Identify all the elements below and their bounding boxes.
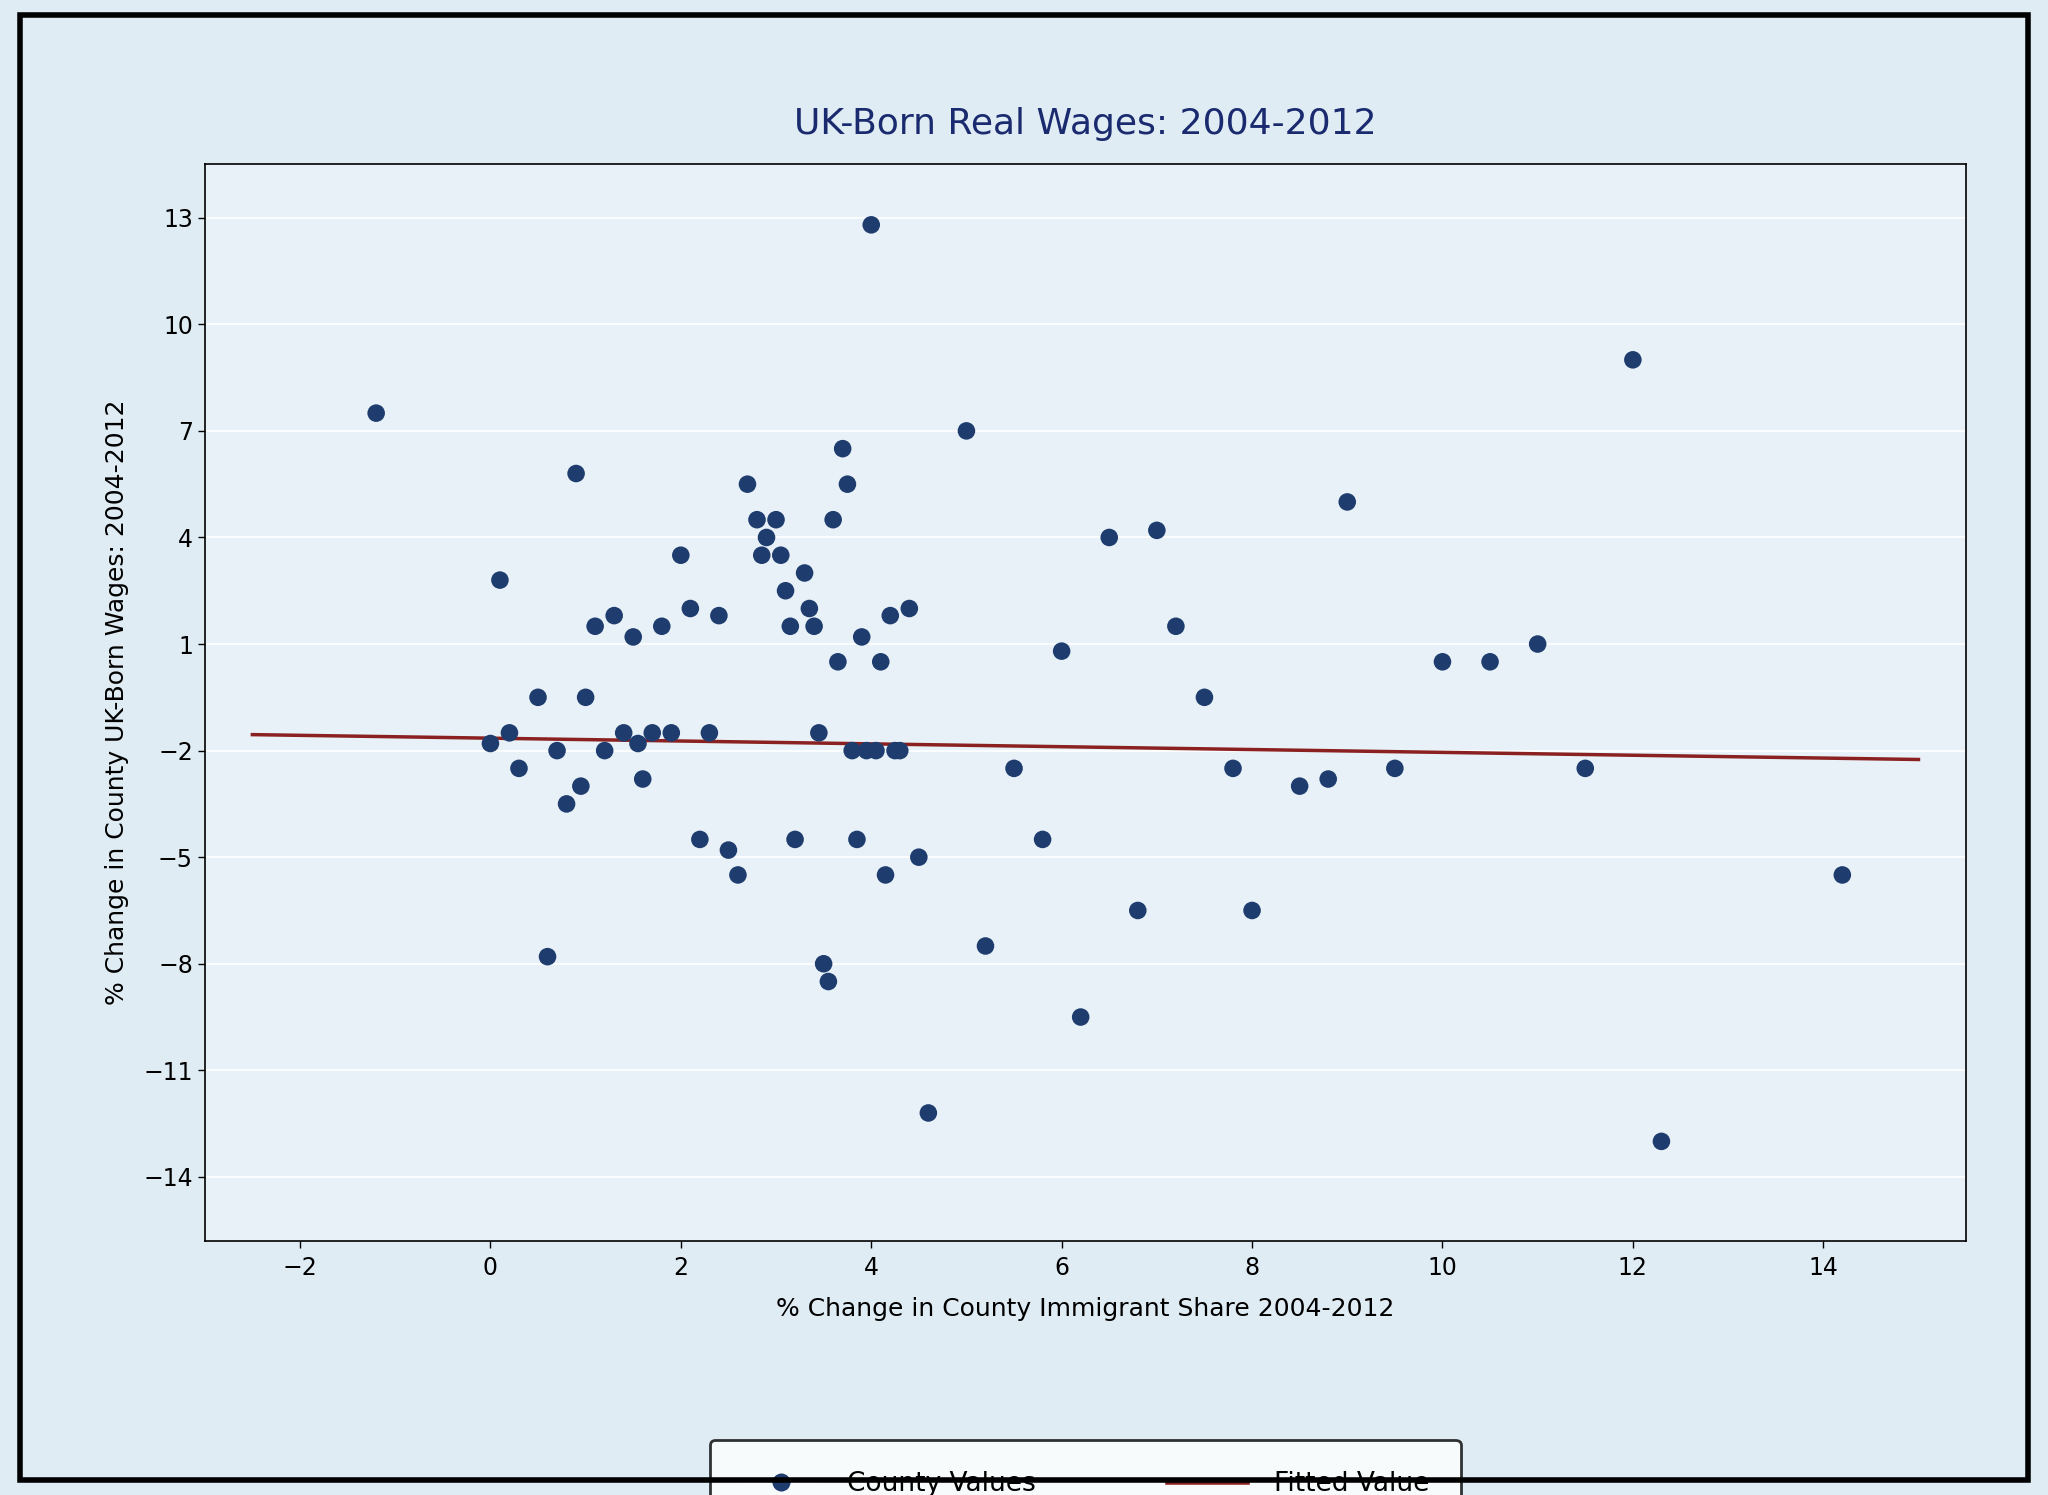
County Values [840,827,872,851]
County Values [760,508,793,532]
County Values [1645,1129,1677,1153]
County Values [1616,348,1649,372]
County Values [874,604,907,628]
County Values [684,827,717,851]
County Values [788,561,821,585]
County Values [360,401,393,425]
County Values [1569,756,1602,780]
County Values [741,508,774,532]
County Values [623,731,655,755]
County Values [692,721,725,745]
County Values [674,597,707,620]
County Values [883,739,915,762]
County Values [494,721,526,745]
County Values [530,945,563,969]
County Values [702,604,735,628]
County Values [1827,863,1860,887]
County Values [1159,614,1192,638]
County Values [745,543,778,567]
County Values [1217,756,1249,780]
County Values [551,792,584,816]
County Values [807,952,840,976]
County Values [850,739,883,762]
County Values [825,437,858,460]
County Values [483,568,516,592]
County Values [522,685,555,709]
County Values [559,462,592,486]
County Values [860,739,893,762]
County Values [868,863,901,887]
County Values [1425,650,1458,674]
County Values [1026,827,1059,851]
County Values [713,839,745,863]
Title: UK-Born Real Wages: 2004-2012: UK-Born Real Wages: 2004-2012 [795,108,1376,141]
County Values [864,650,897,674]
County Values [821,650,854,674]
County Values [831,472,864,496]
County Values [911,1100,944,1124]
Legend: County Values, Fitted Value: County Values, Fitted Value [711,1440,1460,1495]
County Values [799,614,831,638]
County Values [731,472,764,496]
County Values [473,731,506,755]
County Values [1122,898,1155,922]
County Values [635,721,668,745]
County Values [565,774,598,798]
County Values [1313,767,1346,791]
County Values [879,739,911,762]
County Values [1475,650,1507,674]
County Values [803,721,836,745]
County Values [721,863,754,887]
Y-axis label: % Change in County UK-Born Wages: 2004-2012: % Change in County UK-Born Wages: 2004-2… [106,399,129,1006]
County Values [608,721,641,745]
County Values [502,756,535,780]
County Values [1378,756,1411,780]
County Values [893,597,926,620]
County Values [1284,774,1317,798]
County Values [569,685,602,709]
County Values [969,934,1001,958]
County Values [774,614,807,638]
County Values [1141,519,1174,543]
County Values [1522,632,1554,656]
County Values [1331,490,1364,514]
County Values [598,604,631,628]
County Values [1094,526,1126,550]
County Values [627,767,659,791]
County Values [580,614,612,638]
County Values [750,526,782,550]
County Values [1065,1005,1098,1029]
County Values [811,970,844,994]
County Values [588,739,621,762]
County Values [664,543,696,567]
County Values [770,579,803,602]
County Values [817,508,850,532]
County Values [854,212,887,236]
County Values [778,827,811,851]
County Values [997,756,1030,780]
County Values [655,721,688,745]
County Values [764,543,797,567]
County Values [616,625,649,649]
County Values [1235,898,1268,922]
County Values [846,625,879,649]
County Values [793,597,825,620]
County Values [836,739,868,762]
X-axis label: % Change in County Immigrant Share 2004-2012: % Change in County Immigrant Share 2004-… [776,1296,1395,1320]
County Values [903,845,936,869]
County Values [950,419,983,443]
County Values [645,614,678,638]
County Values [1188,685,1221,709]
County Values [541,739,573,762]
County Values [1044,640,1077,664]
